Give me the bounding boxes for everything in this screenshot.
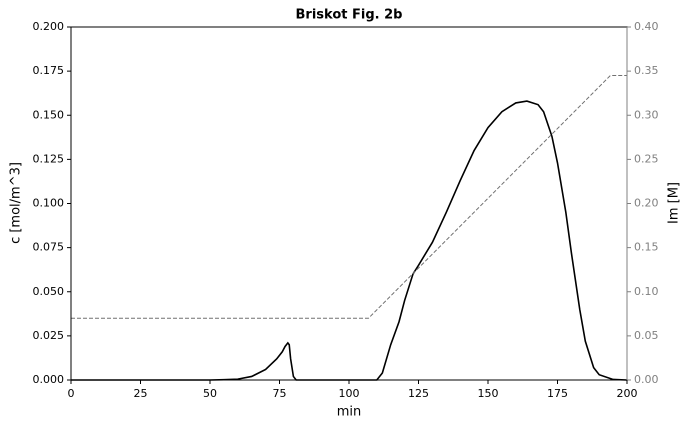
dashed-line <box>71 75 627 319</box>
x-axis-label: min <box>337 405 362 420</box>
x-tick-label: 175 <box>547 387 568 400</box>
y2-tick-label: 0.20 <box>634 197 659 210</box>
y2-tick-label: 0.30 <box>634 108 659 121</box>
y2-tick-label: 0.40 <box>634 20 659 33</box>
y-tick-label: 0.000 <box>33 373 65 386</box>
line <box>71 100 628 381</box>
x-tick-label: 75 <box>273 387 287 400</box>
y2-tick-label: 0.35 <box>634 64 659 77</box>
y2-tick-label: 0.25 <box>634 152 659 165</box>
y-tick-label: 0.050 <box>33 285 65 298</box>
x-tick-label: 0 <box>68 387 75 400</box>
plot-frame <box>70 26 628 381</box>
y-tick-label: 0.175 <box>33 64 65 77</box>
y2-tick-label: 0.05 <box>634 329 659 342</box>
x-tick-label: 100 <box>339 387 360 400</box>
y-tick-label: 0.075 <box>33 241 65 254</box>
y-axis-label: c [mol/m^3] <box>9 162 24 244</box>
y-tick-label: 0.100 <box>33 197 65 210</box>
y2-tick-label: 0.15 <box>634 241 659 254</box>
x-tick-label: 150 <box>478 387 499 400</box>
y-tick-label: 0.200 <box>33 20 65 33</box>
y2-tick-label: 0.00 <box>634 373 659 386</box>
x-tick-label: 25 <box>134 387 148 400</box>
y-tick-label: 0.025 <box>33 329 65 342</box>
chart-title: Briskot Fig. 2b <box>296 8 403 23</box>
x-tick-label: 50 <box>203 387 217 400</box>
y2-tick-label: 0.10 <box>634 285 659 298</box>
x-tick-label: 200 <box>617 387 638 400</box>
y2-axis-label: Im [M] <box>667 182 682 224</box>
y-tick-label: 0.125 <box>33 152 65 165</box>
y-tick-label: 0.150 <box>33 108 65 121</box>
x-tick-label: 125 <box>408 387 429 400</box>
